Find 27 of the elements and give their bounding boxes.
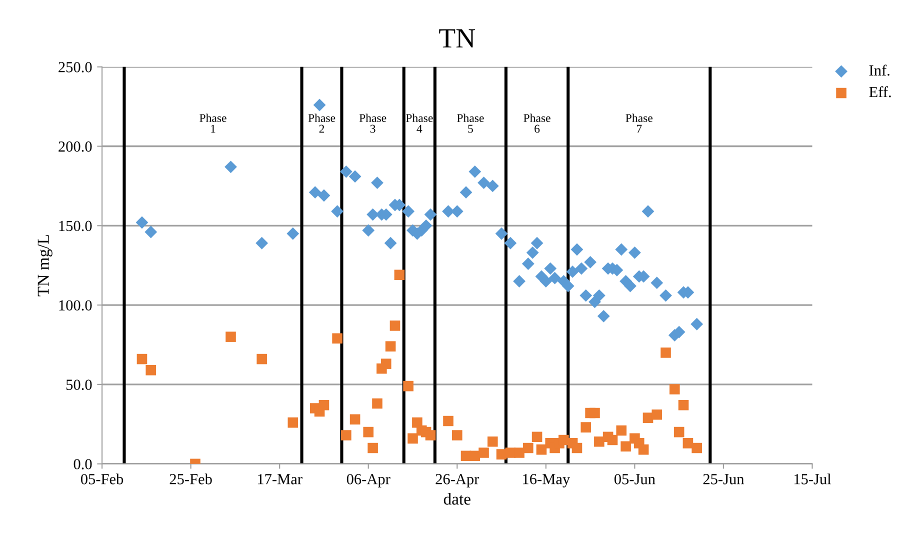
annotation: Phase 1: [200, 114, 226, 133]
annotation: Phase 2: [308, 114, 336, 133]
x-tick-label: 05-Jun: [614, 474, 656, 484]
x-tick-label: 25-Jun: [703, 474, 744, 484]
y-tick-label: 150.0: [59, 220, 92, 232]
annotation: Phase 3: [359, 114, 386, 133]
x-tick-label: 15-Jul: [794, 474, 832, 484]
y-tick-label: 100.0: [59, 300, 92, 311]
x-axis-title: date: [444, 492, 470, 505]
x-tick-label: 26-Apr: [436, 474, 480, 488]
y-tick-label: 250.0: [58, 62, 92, 72]
chart-title: TN: [439, 29, 476, 48]
y-tick-label: 50.0: [66, 380, 92, 390]
annotation: Phase 6: [524, 114, 550, 133]
y-tick-label: 0.0: [74, 458, 92, 470]
annotation: Phase 7: [626, 114, 652, 133]
legend-label: Inf.: [869, 64, 890, 76]
y-axis-title: TN mg/L: [38, 235, 52, 296]
annotation: Phase 4: [406, 114, 433, 133]
x-tick-label: 17-Mar: [258, 474, 302, 484]
legend-label: Eff.: [869, 86, 891, 98]
y-tick-label: 200.0: [58, 141, 92, 152]
annotation: Phase 5: [457, 114, 484, 133]
x-tick-label: 25-Feb: [170, 474, 212, 484]
x-tick-label: 06-Apr: [346, 474, 390, 488]
x-tick-label: 16-May: [523, 474, 570, 488]
x-tick-label: 05-Feb: [80, 474, 124, 484]
